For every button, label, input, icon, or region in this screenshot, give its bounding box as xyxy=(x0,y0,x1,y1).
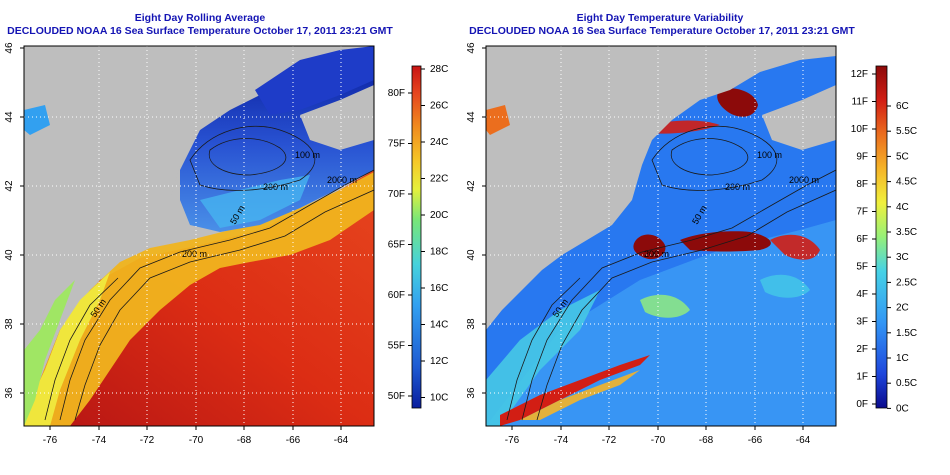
right-colorbar-f-label: 11F xyxy=(852,97,869,108)
right-hot-spot-2 xyxy=(680,231,771,252)
left-colorbar-f-label: 55F xyxy=(388,341,405,352)
right-colorbar-f-label: 9F xyxy=(856,152,868,163)
left-colorbar-f-label: 65F xyxy=(388,240,405,251)
left-contour-label-5: 100 m xyxy=(295,150,320,160)
left-colorbar-f-label: 60F xyxy=(388,290,405,301)
left-colorbar-f-label: 75F xyxy=(388,139,405,150)
right-contour-label-3: 200 m xyxy=(725,182,750,192)
right_panel-lat-label: 36 xyxy=(466,387,477,399)
left-grid xyxy=(24,46,374,426)
left-bay-of-fundy xyxy=(255,46,374,115)
right_panel-lon-label: -70 xyxy=(651,435,666,446)
right-map-frame xyxy=(485,45,837,427)
right-colorbar-f-label: 8F xyxy=(856,179,868,190)
right-contour-label-2: 2000 m xyxy=(789,175,819,185)
right-colorbar-f-label: 6F xyxy=(856,234,868,245)
left_panel-lon-label: -70 xyxy=(189,435,204,446)
right-colorbar-f-label: 1F xyxy=(856,372,868,383)
left-coastline-land xyxy=(24,46,374,330)
left_panel-lon-label: -72 xyxy=(140,435,155,446)
left-coastal-water xyxy=(24,280,75,426)
right-title: Eight Day Temperature Variability xyxy=(576,12,744,24)
left-map-frame xyxy=(23,45,375,427)
right_panel-lat-label: 46 xyxy=(466,42,477,54)
right-lake xyxy=(486,105,510,135)
right-hot-spot-3 xyxy=(717,88,758,117)
right-subtitle: DECLOUDED NOAA 16 Sea Surface Temperatur… xyxy=(469,25,855,37)
right_panel-lat-label: 40 xyxy=(466,249,477,261)
right-colorbar-f-label: 10F xyxy=(851,124,868,135)
left-colorbar-c-label: 20C xyxy=(430,210,448,221)
right-colorbar-c-label: 3C xyxy=(896,252,909,263)
left_panel-lat-label: 46 xyxy=(4,42,15,54)
left_panel-lat-label: 44 xyxy=(4,111,15,123)
right_panel-lat-label: 44 xyxy=(466,111,477,123)
left-colorbar-c-label: 26C xyxy=(430,101,448,112)
left-colorbar-c-label: 12C xyxy=(430,356,448,367)
right-colorbar-c-label: 6C xyxy=(896,101,909,112)
left-contour-label-3: 200 m xyxy=(263,182,288,192)
left-colorbar-c-label: 10C xyxy=(430,393,448,404)
left_panel-lon-label: -68 xyxy=(237,435,252,446)
right-high-var-band xyxy=(500,355,650,426)
left-contours xyxy=(44,125,374,421)
left_panel-lat-label: 42 xyxy=(4,180,15,192)
right-colorbar-f-label: 7F xyxy=(856,207,868,218)
right-colorbar-f-label: 12F xyxy=(851,69,868,80)
right-colorbar-c-label: 0.5C xyxy=(896,378,917,389)
left-colorbar-f-label: 80F xyxy=(388,88,405,99)
left-contour-label-1: 200 m xyxy=(182,249,207,259)
left-colorbar-c-label: 28C xyxy=(430,64,448,75)
right-land xyxy=(486,46,836,330)
right-colorbar-f-label: 4F xyxy=(856,289,868,300)
right-colorbar-c-label: 2C xyxy=(896,303,909,314)
right-colorbar-c-label: 3.5C xyxy=(896,227,917,238)
right_panel-lon-label: -66 xyxy=(748,435,763,446)
left-title: Eight Day Rolling Average xyxy=(134,12,266,24)
left-colorbar-f-label: 70F xyxy=(388,189,405,200)
right-colorbar-f-label: 0F xyxy=(856,399,868,410)
right-colorbar-f-label: 3F xyxy=(856,317,868,328)
left-subtitle: DECLOUDED NOAA 16 Sea Surface Temperatur… xyxy=(7,25,393,37)
right-colorbar-f-label: 5F xyxy=(856,262,868,273)
right-colorbar-c-label: 5.5C xyxy=(896,126,917,137)
right-hot-spot-1 xyxy=(633,234,666,260)
right_panel-lon-label: -72 xyxy=(602,435,617,446)
left-lake xyxy=(24,105,50,135)
left-colorbar xyxy=(411,65,422,409)
left-colorbar-c-label: 14C xyxy=(430,320,448,331)
right-colorbar-c-label: 0C xyxy=(896,403,909,414)
left-colorbar-c-label: 18C xyxy=(430,247,448,258)
left-colorbar-c-label: 24C xyxy=(430,137,448,148)
right-colorbar-c-label: 4C xyxy=(896,202,909,213)
right_panel-lat-label: 42 xyxy=(466,180,477,192)
right_panel-lon-label: -74 xyxy=(554,435,569,446)
left_panel-lat-label: 38 xyxy=(4,318,15,330)
left-colorbar-f-label: 50F xyxy=(388,391,405,402)
left_panel-lon-label: -74 xyxy=(92,435,107,446)
right-colorbar-c-label: 4.5C xyxy=(896,177,917,188)
right-grid xyxy=(486,46,836,426)
right-colorbar-f-label: 2F xyxy=(856,344,868,355)
left-contour-label-2: 2000 m xyxy=(327,175,357,185)
left_panel-lon-label: -64 xyxy=(334,435,349,446)
right_panel-lon-label: -64 xyxy=(796,435,811,446)
right-contour-label-5: 100 m xyxy=(757,150,782,160)
left_panel-lat-label: 36 xyxy=(4,387,15,399)
left-colorbar-c-label: 22C xyxy=(430,174,448,185)
right-colorbar-c-label: 5C xyxy=(896,151,909,162)
right_panel-lon-label: -68 xyxy=(699,435,714,446)
right-colorbar-c-label: 1C xyxy=(896,353,909,364)
right-colorbar-c-label: 2.5C xyxy=(896,277,917,288)
left_panel-lat-label: 40 xyxy=(4,249,15,261)
right_panel-lat-label: 38 xyxy=(466,318,477,330)
right-colorbar xyxy=(875,65,888,409)
right-colorbar-c-label: 1.5C xyxy=(896,328,917,339)
left-colorbar-c-label: 16C xyxy=(430,283,448,294)
right-contour-label-1: 200 m xyxy=(644,249,669,259)
left_panel-lon-label: -66 xyxy=(286,435,301,446)
left_panel-lon-label: -76 xyxy=(43,435,58,446)
right_panel-lon-label: -76 xyxy=(505,435,520,446)
